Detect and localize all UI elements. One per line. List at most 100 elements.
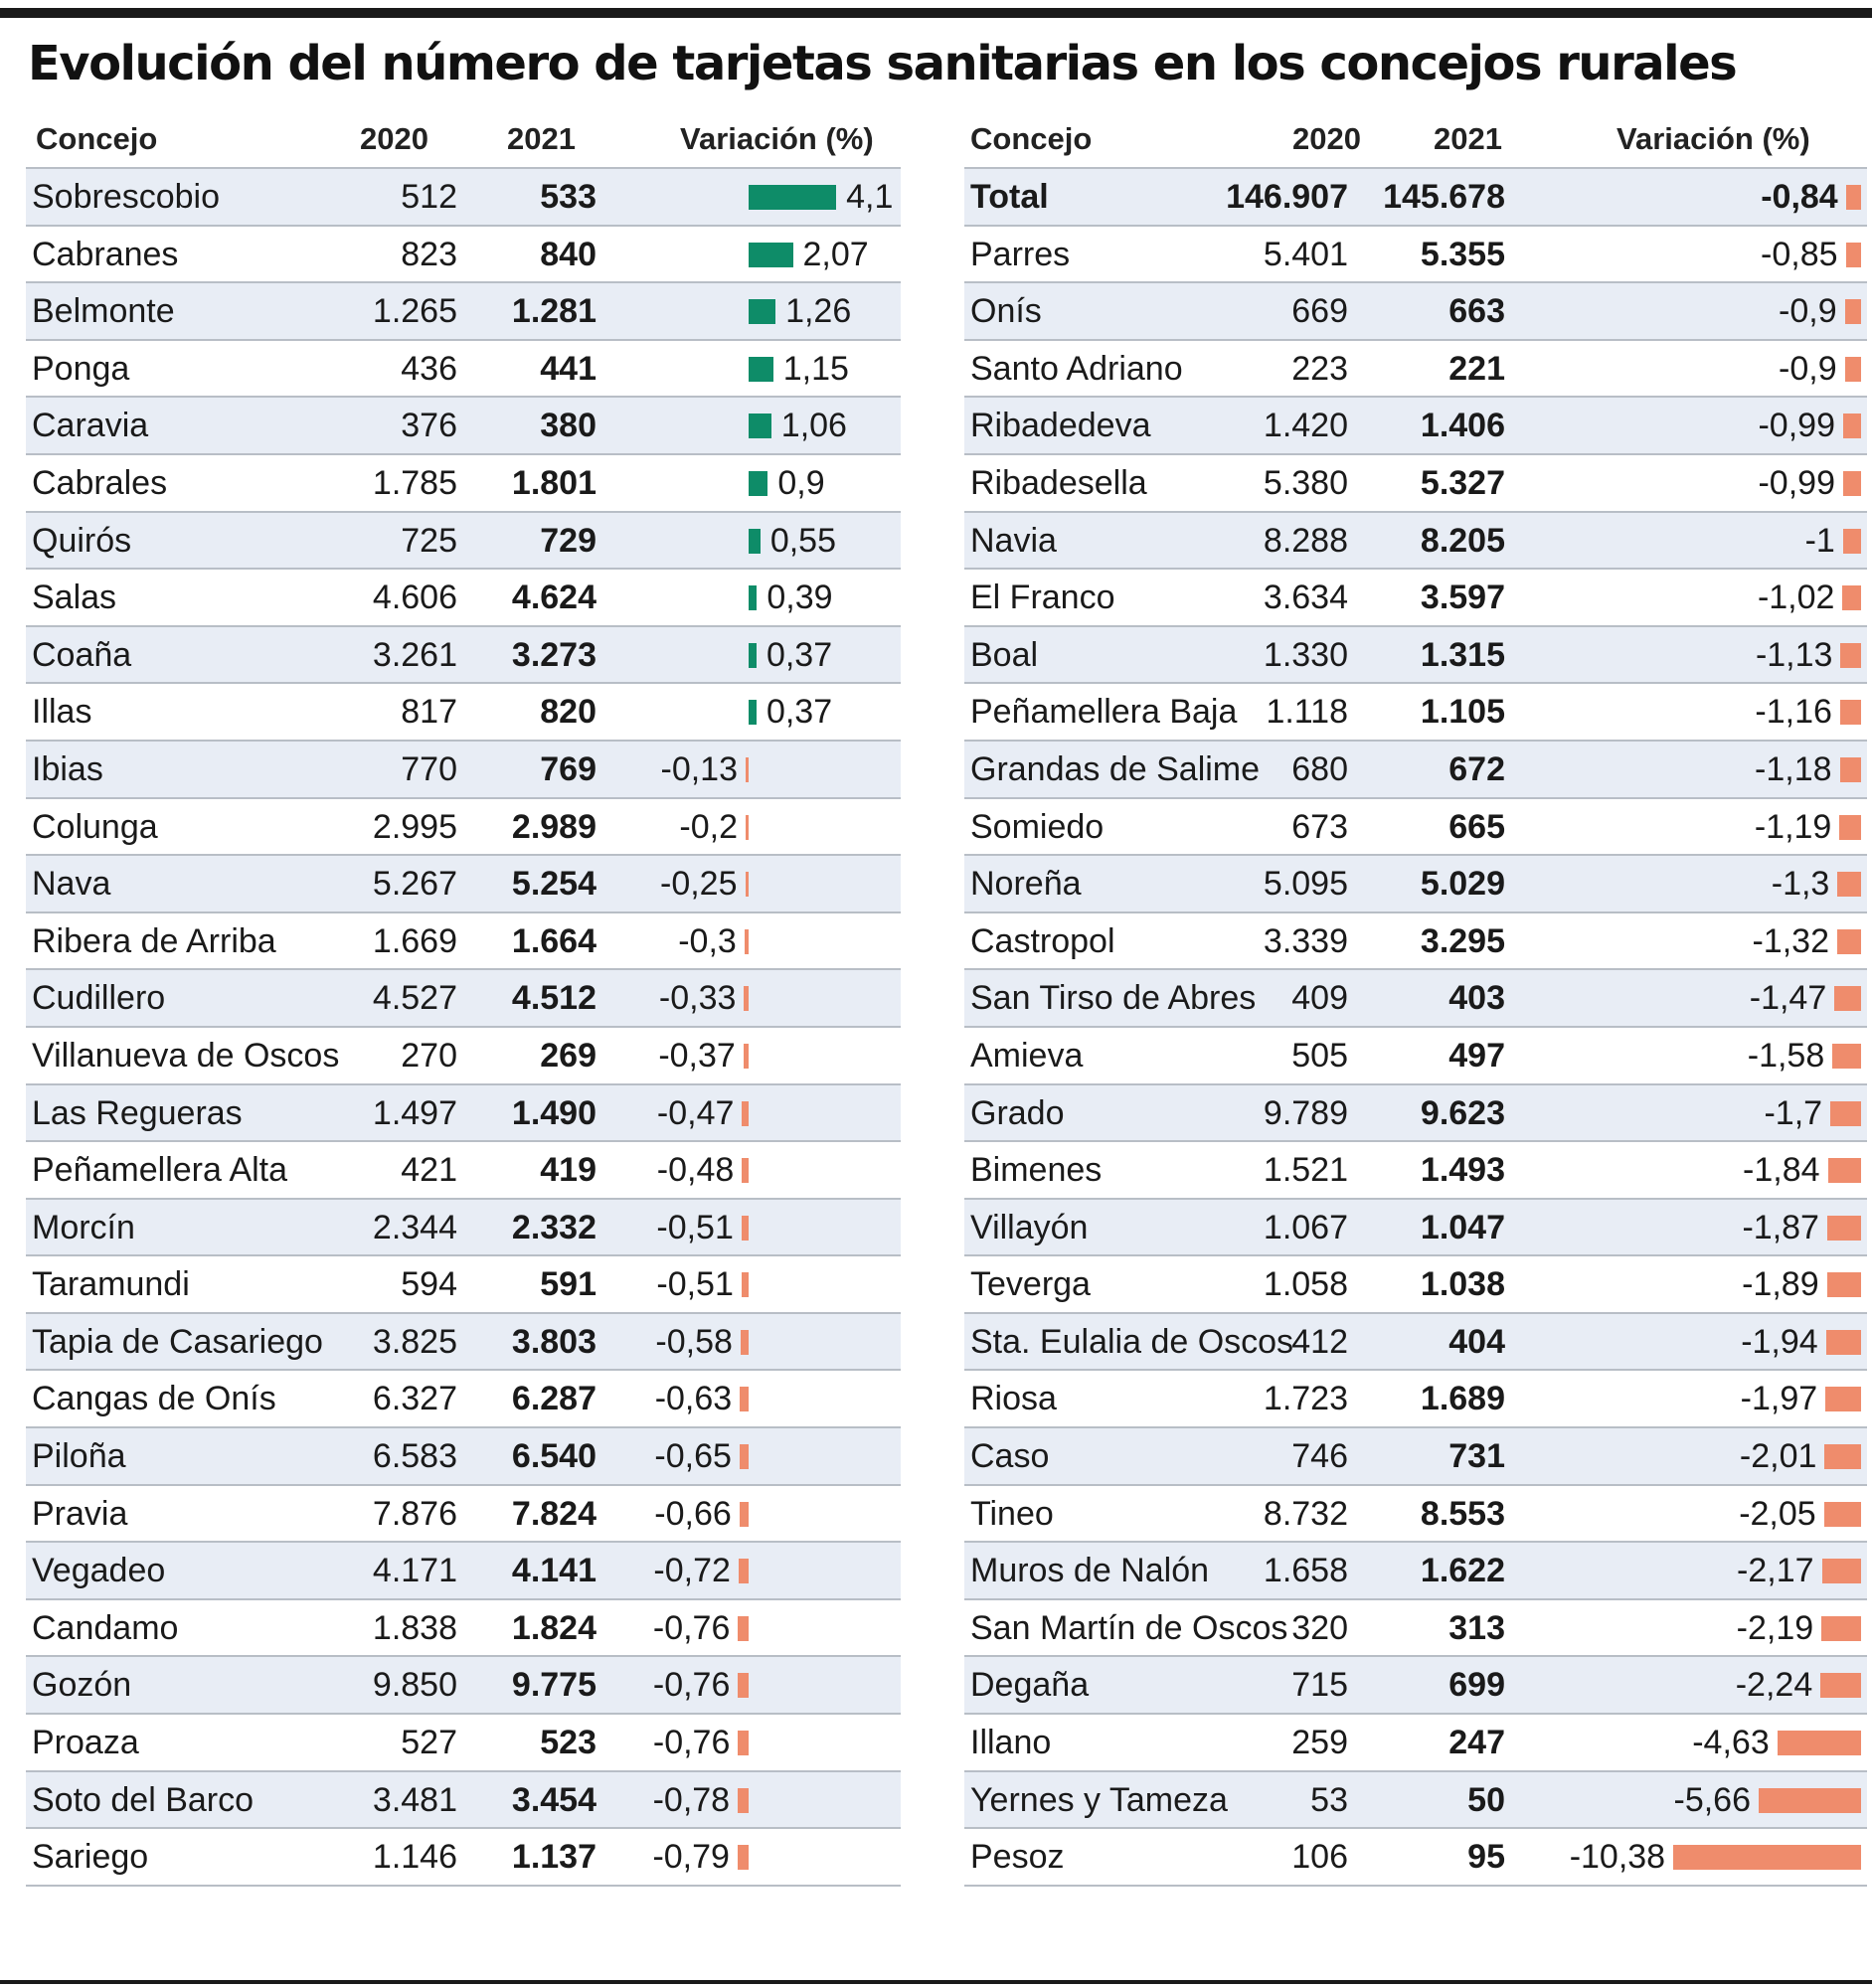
value-2021: 1.490: [511, 1093, 596, 1132]
table-row: Cangas de Onís 6.327 6.287 -0,63: [26, 1371, 901, 1429]
variation-bar: [741, 1215, 749, 1241]
concejo-name: Cangas de Onís: [32, 1380, 276, 1418]
variation-bar: [1834, 986, 1861, 1012]
concejo-name: Yernes y Tameza: [970, 1780, 1228, 1819]
variation-label: -1,16: [1755, 693, 1832, 732]
value-2020: 1.058: [1263, 1265, 1348, 1304]
variation-bar: [742, 1158, 749, 1184]
bottom-rule: [0, 1980, 1872, 1984]
variation-label: -0,66: [654, 1494, 732, 1533]
table-row: Las Regueras 1.497 1.490 -0,47: [26, 1084, 901, 1143]
value-2020: 746: [1291, 1437, 1348, 1476]
value-2021: 403: [1448, 979, 1505, 1018]
variation-label: -0,47: [656, 1093, 735, 1132]
variation-bar: [746, 814, 749, 840]
table-row: Belmonte 1.265 1.281 1,26: [26, 283, 901, 341]
variation-label: -1,32: [1752, 921, 1829, 960]
table-row: Pesoz 106 95 -10,38: [964, 1829, 1867, 1887]
variation-bar: [738, 1673, 749, 1699]
value-2020: 669: [1291, 292, 1348, 331]
table-row: Grado 9.789 9.623 -1,7: [964, 1084, 1867, 1143]
variation-bar: [749, 356, 773, 382]
table-row: Ribadedeva 1.420 1.406 -0,99: [964, 398, 1867, 455]
value-2021: 3.295: [1420, 921, 1505, 960]
variation-label: 0,39: [766, 579, 833, 617]
value-2021: 672: [1448, 749, 1505, 788]
value-2020: 1.521: [1263, 1151, 1348, 1190]
concejo-name: Riosa: [970, 1380, 1057, 1418]
table-row: Onís 669 663 -0,9: [964, 283, 1867, 341]
table-row: Sta. Eulalia de Oscos 412 404 -1,94: [964, 1313, 1867, 1372]
variation-label: 0,37: [766, 693, 833, 732]
value-2021: 591: [540, 1265, 596, 1304]
table-row: Villayón 1.067 1.047 -1,87: [964, 1199, 1867, 1257]
table-row: Tapia de Casariego 3.825 3.803 -0,58: [26, 1313, 901, 1372]
variation-bar: [1842, 528, 1861, 554]
concejo-name: Vegadeo: [32, 1552, 166, 1590]
concejo-name: Castropol: [970, 921, 1115, 960]
variation-bar: [1827, 1158, 1861, 1184]
value-2021: 840: [540, 235, 596, 273]
concejo-name: Candamo: [32, 1608, 179, 1647]
value-2021: 313: [1448, 1608, 1505, 1647]
value-2021: 8.205: [1420, 521, 1505, 560]
variation-bar: [749, 414, 771, 439]
concejo-name: Illano: [970, 1724, 1052, 1762]
value-2020: 817: [401, 693, 457, 732]
variation-label: -1: [1804, 521, 1835, 560]
table-row: Ponga 436 441 1,15: [26, 341, 901, 399]
table-row: Castropol 3.339 3.295 -1,32: [964, 913, 1867, 971]
value-2020: 106: [1291, 1838, 1348, 1877]
value-2020: 270: [401, 1036, 457, 1075]
value-2020: 673: [1291, 807, 1348, 846]
value-2021: 731: [1448, 1437, 1505, 1476]
variation-bar: [743, 1043, 749, 1069]
concejo-name: Morcín: [32, 1208, 135, 1246]
concejo-name: Pravia: [32, 1494, 128, 1533]
value-2020: 1.118: [1266, 693, 1348, 732]
value-2021: 497: [1448, 1036, 1505, 1075]
value-2021: 50: [1467, 1780, 1505, 1819]
variation-label: -0,78: [652, 1780, 731, 1819]
table-row: Morcín 2.344 2.332 -0,51: [26, 1199, 901, 1257]
table-row: Candamo 1.838 1.824 -0,76: [26, 1600, 901, 1658]
value-2020: 6.583: [372, 1437, 457, 1476]
variation-label: 1,06: [780, 407, 847, 445]
variation-bar: [1836, 928, 1861, 954]
value-2020: 421: [401, 1151, 457, 1190]
variation-bar: [744, 986, 749, 1012]
variation-bar: [1777, 1731, 1861, 1756]
value-2020: 3.481: [372, 1780, 457, 1819]
header-concejo: Concejo: [36, 121, 158, 156]
table-row: Parres 5.401 5.355 -0,85: [964, 227, 1867, 284]
variation-label: -0,79: [652, 1838, 730, 1877]
value-2021: 7.824: [511, 1494, 596, 1533]
concejo-name: El Franco: [970, 579, 1115, 617]
concejo-name: Villanueva de Oscos: [32, 1036, 340, 1075]
value-2020: 6.327: [372, 1380, 457, 1418]
value-2020: 1.838: [372, 1608, 457, 1647]
value-2021: 404: [1448, 1322, 1505, 1361]
concejo-name: Sariego: [32, 1838, 149, 1877]
value-2020: 715: [1291, 1666, 1348, 1705]
value-2020: 409: [1291, 979, 1348, 1018]
value-2020: 1.067: [1263, 1208, 1348, 1246]
value-2021: 1.281: [511, 292, 596, 331]
variation-bar: [1839, 814, 1861, 840]
variation-label: -0,99: [1758, 463, 1835, 502]
value-2020: 1.265: [372, 292, 457, 331]
variation-label: -1,19: [1754, 807, 1832, 846]
variation-label: -1,94: [1741, 1322, 1818, 1361]
variation-label: 2,07: [802, 235, 869, 273]
value-2021: 1.622: [1420, 1552, 1505, 1590]
concejo-name: Soto del Barco: [32, 1780, 255, 1819]
variation-bar: [745, 872, 749, 898]
variation-label: -0,76: [652, 1608, 731, 1647]
value-2021: 9.775: [511, 1666, 596, 1705]
concejo-name: Illas: [32, 693, 92, 732]
value-2021: 533: [540, 178, 596, 216]
concejo-name: Ibias: [32, 749, 103, 788]
concejo-name: Ribera de Arriba: [32, 921, 276, 960]
variation-label: -0,72: [653, 1552, 731, 1590]
variation-bar: [740, 1329, 749, 1355]
